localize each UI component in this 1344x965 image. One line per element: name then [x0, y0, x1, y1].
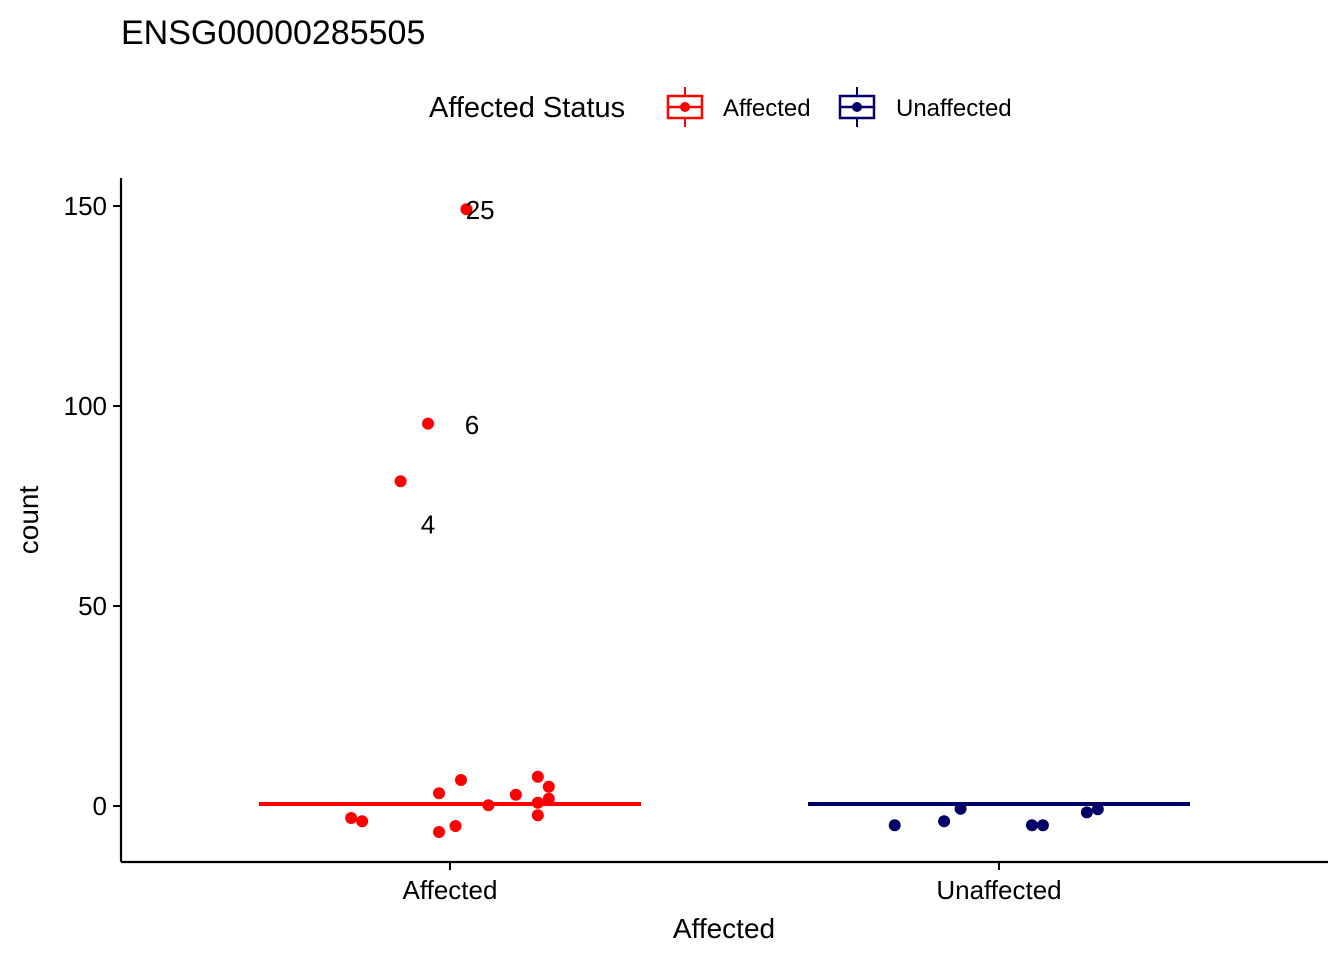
- legend-label-unaffected: Unaffected: [896, 95, 1012, 122]
- point-label-25: 25: [466, 195, 495, 225]
- chart-title: ENSG00000285505: [121, 14, 425, 52]
- point-affected-0: [460, 203, 473, 216]
- point-unaffected-5: [1080, 806, 1093, 819]
- y-tick-label-0: 0: [93, 791, 107, 821]
- point-affected-7: [482, 799, 495, 812]
- y-tick-label-150: 150: [64, 191, 107, 221]
- point-unaffected-3: [1025, 819, 1038, 832]
- point-affected-11: [531, 796, 544, 809]
- point-unaffected-1: [938, 815, 951, 828]
- point-label-6: 6: [465, 410, 479, 440]
- point-affected-9: [531, 770, 544, 783]
- legend-key-affected: [666, 87, 704, 127]
- x-tick-label-affected: Affected: [403, 875, 498, 905]
- point-unaffected-0: [888, 819, 901, 832]
- y-tick-label-100: 100: [64, 391, 107, 421]
- point-affected-13: [531, 809, 544, 822]
- point-affected-6: [454, 774, 467, 786]
- point-affected-8: [509, 788, 522, 801]
- point-label-4: 4: [421, 509, 435, 539]
- point-affected-1: [422, 417, 435, 430]
- legend-title: Affected Status: [429, 92, 625, 124]
- x-axis-title: Affected: [673, 913, 775, 944]
- point-affected-4: [356, 815, 369, 828]
- point-unaffected-4: [1036, 819, 1049, 832]
- legend-label-affected: Affected: [723, 95, 811, 122]
- legend: Affected Status Affected Unaffected: [429, 87, 1012, 127]
- point-affected-5: [433, 787, 446, 800]
- point-affected-10: [542, 780, 555, 793]
- y-axis-title: count: [13, 486, 44, 555]
- legend-key-unaffected: [838, 87, 876, 127]
- y-tick-label-50: 50: [78, 591, 107, 621]
- point-affected-14: [449, 820, 462, 832]
- point-affected-12: [542, 792, 555, 805]
- point-unaffected-6: [1091, 803, 1104, 816]
- plot-area: 0 50 100 150 Affected Unaffected 25 6 4: [64, 178, 1328, 905]
- point-affected-3: [345, 812, 358, 824]
- point-affected-2: [394, 475, 407, 488]
- point-affected-15: [433, 826, 446, 838]
- x-tick-label-unaffected: Unaffected: [936, 875, 1061, 905]
- point-unaffected-2: [954, 802, 967, 815]
